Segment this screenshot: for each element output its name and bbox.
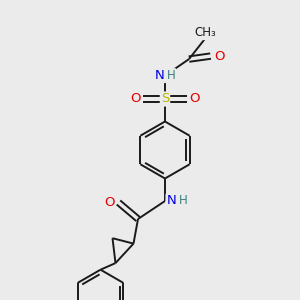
Text: O: O — [104, 196, 115, 209]
Text: O: O — [130, 92, 140, 106]
Text: N: N — [155, 69, 165, 82]
Text: O: O — [190, 92, 200, 106]
Text: S: S — [161, 92, 169, 106]
Text: N: N — [167, 194, 176, 208]
Text: CH₃: CH₃ — [195, 26, 216, 39]
Text: H: H — [167, 69, 175, 82]
Text: H: H — [178, 194, 187, 208]
Text: O: O — [214, 50, 225, 63]
